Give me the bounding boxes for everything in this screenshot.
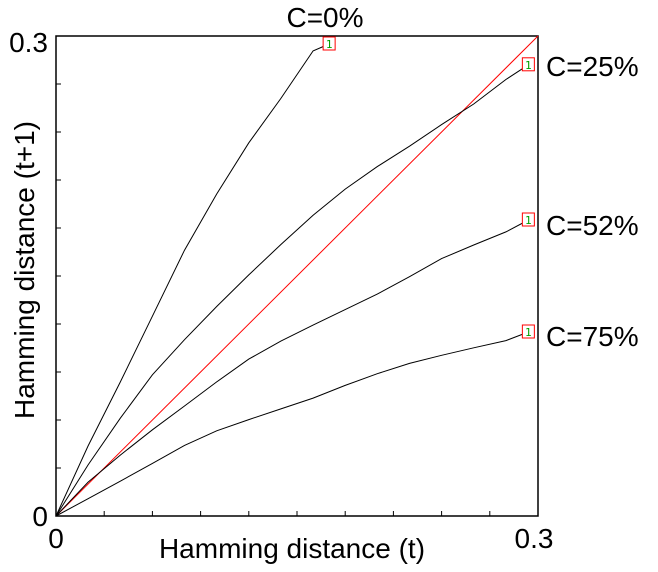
marker-label: 1 [525, 214, 532, 227]
series-end-marker: 1 [521, 324, 535, 339]
series-line [55, 43, 330, 517]
y-tick-label-top: 0.3 [9, 27, 48, 58]
series-end-marker: 1 [521, 57, 535, 72]
y-axis-title: Hamming distance (t+1) [9, 121, 40, 419]
series-line [55, 64, 529, 517]
series-line [55, 219, 529, 517]
series-label-c0: C=0% [286, 2, 363, 33]
series-label-c25: C=25% [546, 51, 639, 82]
x-tick-label-left: 0 [48, 523, 64, 554]
marker-box [521, 324, 535, 339]
series-layer: 1 1 1 1 [55, 36, 535, 517]
y-tick-label-bottom: 0 [32, 501, 48, 532]
marker-box [521, 212, 535, 227]
marker-label: 1 [525, 59, 532, 72]
identity-line [55, 35, 539, 517]
series-line [55, 331, 529, 517]
marker-label: 1 [326, 38, 333, 51]
x-axis-title: Hamming distance (t) [159, 533, 425, 564]
marker-label: 1 [525, 326, 532, 339]
series-end-marker: 1 [521, 212, 535, 227]
marker-box [521, 57, 535, 72]
axis-ticks [56, 83, 491, 516]
series-label-c75: C=75% [546, 321, 639, 352]
marker-box [322, 36, 336, 51]
series-label-c52: C=52% [546, 210, 639, 241]
series-end-marker: 1 [322, 36, 336, 51]
x-tick-label-right: 0.3 [515, 523, 554, 554]
